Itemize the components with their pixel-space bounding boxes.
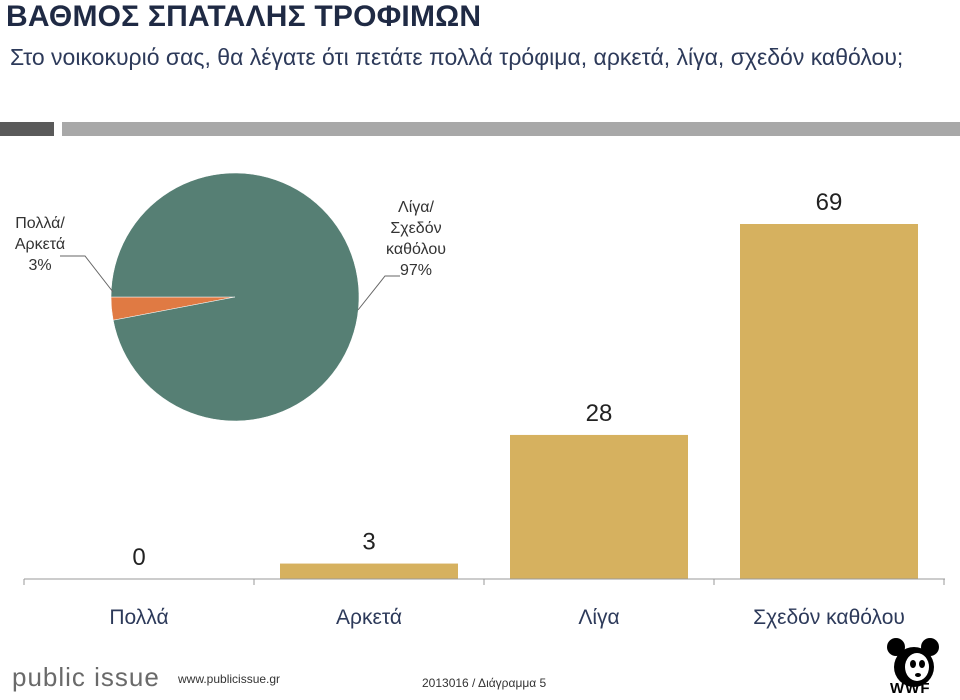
x-tick-label-2: Λίγα — [578, 606, 619, 629]
bar-value-label-0: 0 — [132, 544, 145, 571]
bar-value-label-2: 28 — [586, 400, 613, 427]
pie-leader-line-0 — [60, 255, 114, 293]
x-tick-label-3: Σχεδόν καθόλου — [753, 606, 905, 629]
divider-dark — [0, 122, 54, 136]
chart-question: Στο νοικοκυριό σας, θα λέγατε ότι πετάτε… — [10, 44, 904, 70]
panda-logo-icon — [887, 638, 939, 687]
pie-slice-label-0-2: 3% — [28, 257, 51, 274]
pie-leader-line-1 — [357, 275, 400, 311]
pie-slice-label-1-2: καθόλου — [386, 241, 446, 258]
pie-slice-label-1-3: 97% — [400, 262, 432, 279]
pie-slice-label-1-1: Σχεδόν — [390, 220, 441, 237]
website-link[interactable]: www.publicissue.gr — [178, 672, 281, 686]
bar-value-label-1: 3 — [362, 529, 375, 556]
bar-value-label-3: 69 — [816, 189, 843, 216]
brand-name: public issue — [12, 662, 160, 692]
pie-slice-label-1-0: Λίγα/ — [398, 199, 434, 216]
x-tick-label-0: Πολλά — [109, 606, 168, 629]
pie-slice-1 — [110, 172, 360, 422]
chart-reference: 2013016 / Διάγραμμα 5 — [422, 676, 547, 690]
wwf-logo-text: WWF — [890, 680, 931, 697]
pie-slice-label-0-0: Πολλά/ — [15, 215, 65, 232]
page-title: ΒΑΘΜΟΣ ΣΠΑΤΑΛΗΣ ΤΡΟΦΙΜΩΝ — [6, 0, 482, 33]
bar-1 — [280, 563, 458, 579]
bar-2 — [510, 434, 688, 579]
divider-light — [62, 122, 960, 136]
bar-3 — [740, 224, 918, 579]
pie-slice-label-0-1: Αρκετά — [15, 236, 65, 253]
x-tick-label-1: Αρκετά — [336, 606, 402, 629]
